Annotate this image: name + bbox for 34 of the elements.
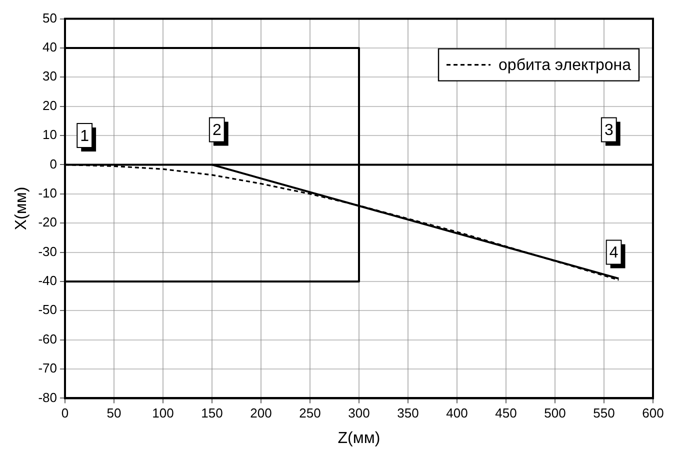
x-tick-label: 600 (642, 406, 664, 421)
y-tick-label: -50 (38, 302, 57, 318)
legend-label: орбита электрона (498, 57, 632, 74)
x-tick-label: 200 (250, 406, 272, 421)
x-tick-label: 150 (201, 406, 223, 421)
annotation: 2 (212, 122, 222, 140)
x-tick-label: 350 (397, 406, 419, 421)
x-tick-label: 450 (495, 406, 517, 421)
annotation: 1 (80, 128, 90, 145)
y-tick-label: -30 (38, 244, 57, 259)
y-tick-label: 40 (42, 40, 57, 55)
y-axis-title: X(мм) (13, 186, 30, 230)
y-tick-label: 0 (50, 156, 57, 172)
y-tick-label: -20 (38, 214, 57, 230)
x-tick-label: 0 (61, 406, 69, 421)
annotation: 4 (609, 244, 618, 262)
x-tick-label: 100 (152, 406, 174, 421)
y-tick-label: -60 (38, 331, 57, 346)
y-tick-label: -10 (38, 185, 57, 200)
y-tick-label: 50 (42, 10, 57, 26)
x-tick-label: 400 (446, 406, 468, 421)
y-tick-label: 30 (42, 68, 57, 84)
x-tick-label: 300 (348, 406, 370, 421)
y-tick-label: 20 (42, 98, 57, 113)
y-tick-label: 10 (42, 127, 57, 142)
y-tick-label: -80 (38, 390, 57, 405)
x-axis-title: Z(мм) (338, 430, 380, 447)
x-tick-label: 500 (544, 406, 566, 421)
x-tick-label: 550 (593, 406, 615, 421)
y-tick-label: -40 (38, 273, 57, 288)
y-tick-label: -70 (38, 360, 57, 376)
x-tick-label: 250 (299, 406, 321, 421)
annotation: 3 (604, 122, 614, 140)
x-tick-label: 50 (106, 406, 122, 421)
